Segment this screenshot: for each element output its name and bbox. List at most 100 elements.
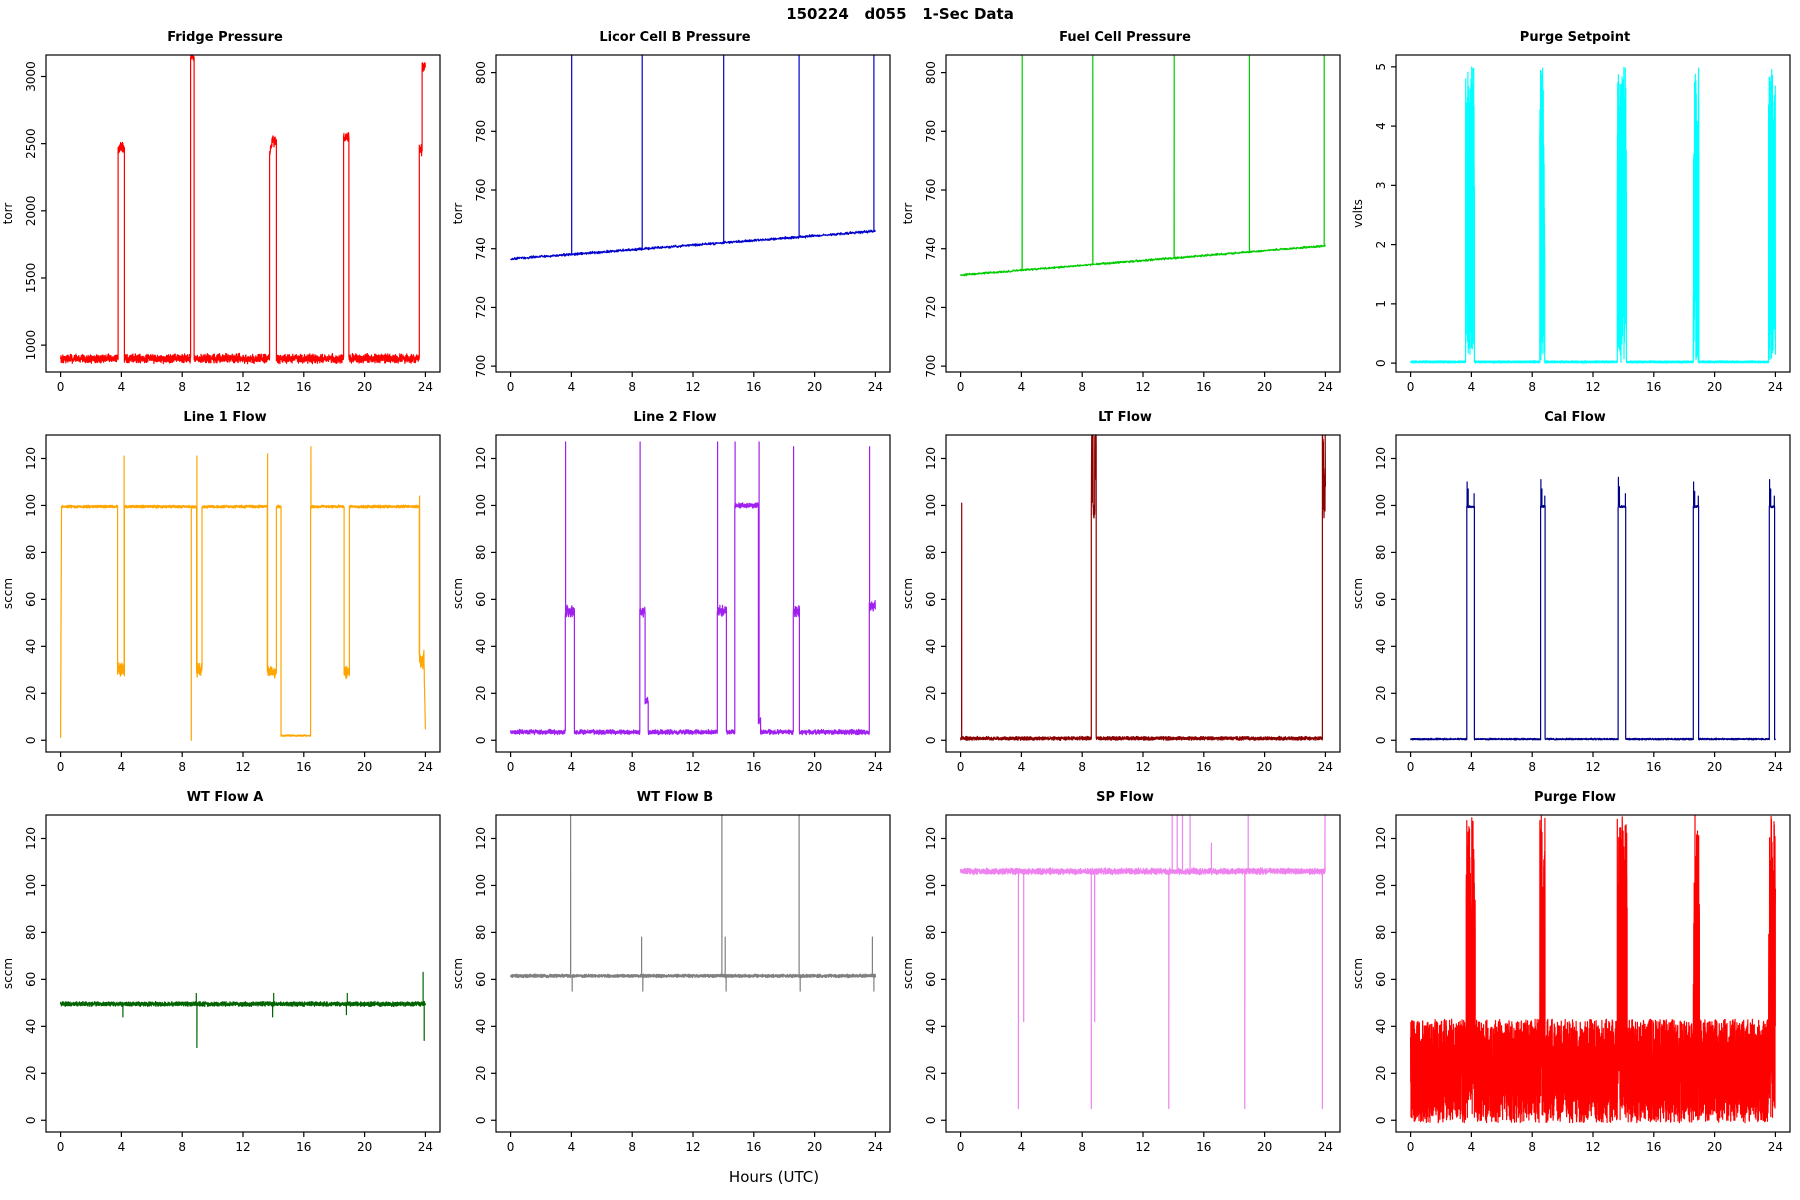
x-tick-label: 12: [685, 380, 700, 394]
series-line: [960, 54, 1326, 277]
y-tick-label: 80: [474, 545, 488, 560]
chart-canvas: 0 4 8 12 16 20 24 0 1 2 3 4 5 volts: [1350, 50, 1800, 408]
x-tick-label: 16: [296, 380, 311, 394]
x-tick-label: 16: [1646, 1140, 1661, 1154]
y-tick-label: 60: [924, 592, 938, 607]
chart-canvas: 0 4 8 12 16 20 24 1000 1500 2000 2500 3000 torr: [0, 50, 450, 408]
panel-title: WT Flow B: [636, 790, 714, 805]
y-tick-label: 80: [1374, 925, 1388, 940]
x-tick-label: 24: [868, 760, 883, 774]
y-tick-label: 1500: [24, 263, 38, 294]
x-tick-label: 0: [957, 380, 965, 394]
x-tick-label: 20: [357, 1140, 372, 1154]
chart-canvas: 0 4 8 12 16 20 24 0 20 40 60 80 100 120 sccm: [900, 810, 1350, 1168]
y-tick-label: 3000: [24, 61, 38, 92]
y-tick-label: 120: [474, 447, 488, 470]
x-tick-label: 12: [685, 1140, 700, 1154]
chart-canvas: 0 4 8 12 16 20 24 0 20 40 60 80 100 120 sccm: [0, 810, 450, 1168]
main-title: 150224 d055 1-Sec Data: [786, 5, 1014, 23]
y-tick-label: 20: [474, 686, 488, 701]
y-tick-label: 120: [474, 827, 488, 850]
y-tick-label: 740: [474, 237, 488, 260]
y-tick-label: 5: [1374, 63, 1388, 71]
x-tick-label: 24: [418, 760, 433, 774]
x-tick-label: 4: [118, 1140, 126, 1154]
x-tick-label: 16: [1646, 380, 1661, 394]
x-tick-label: 12: [235, 1140, 250, 1154]
x-tick-label: 24: [1318, 380, 1333, 394]
x-tick-label: 24: [418, 380, 433, 394]
y-tick-label: 800: [924, 61, 938, 84]
series-line: [1410, 815, 1776, 1124]
x-tick-label: 0: [507, 1140, 515, 1154]
y-tick-label: 0: [924, 736, 938, 744]
y-tick-label: 0: [924, 1116, 938, 1124]
y-tick-label: 40: [474, 639, 488, 654]
chart-svg: 0 4 8 12 16 20 24 0 20 40 60 80 100 120 sccm: [1, 814, 441, 1154]
x-tick-label: 0: [507, 760, 515, 774]
panel-title: WT Flow A: [186, 790, 264, 805]
y-tick-label: 0: [1374, 359, 1388, 367]
y-tick-label: 20: [924, 686, 938, 701]
panel-title: Cal Flow: [1544, 410, 1606, 425]
x-tick-label: 8: [1078, 760, 1086, 774]
y-tick-label: 100: [1374, 494, 1388, 517]
y-axis-title: sccm: [1, 578, 15, 609]
series-line: [960, 434, 1326, 741]
x-tick-label: 4: [1468, 1140, 1476, 1154]
panel-purge-setpoint: Purge Setpoint 0 4 8 12 16 20 24 0 1 2 3 4 5 volts: [1350, 28, 1800, 408]
series-line: [1410, 66, 1776, 364]
y-tick-label: 60: [474, 972, 488, 987]
x-tick-label: 20: [807, 380, 822, 394]
y-tick-label: 0: [24, 1116, 38, 1124]
chart-canvas: 0 4 8 12 16 20 24 0 20 40 60 80 100 120 sccm: [1350, 810, 1800, 1168]
chart-canvas: 0 4 8 12 16 20 24 0 20 40 60 80 100 120 sccm: [1350, 430, 1800, 788]
y-tick-label: 780: [474, 120, 488, 143]
x-tick-label: 20: [1707, 380, 1722, 394]
x-tick-label: 12: [1135, 380, 1150, 394]
x-tick-label: 8: [1078, 380, 1086, 394]
x-tick-label: 4: [1468, 380, 1476, 394]
x-tick-label: 0: [957, 1140, 965, 1154]
x-tick-label: 24: [1768, 380, 1783, 394]
y-tick-label: 60: [24, 592, 38, 607]
chart-svg: 0 4 8 12 16 20 24 700 720 740 760 780 800 torr: [901, 54, 1341, 394]
plot-frame: [945, 814, 1341, 1133]
x-tick-label: 16: [1646, 760, 1661, 774]
y-tick-label: 40: [24, 1019, 38, 1034]
plot-frame: [495, 814, 891, 1133]
x-tick-label: 4: [118, 380, 126, 394]
chart-svg: 0 4 8 12 16 20 24 0 20 40 60 80 100 120 sccm: [1351, 814, 1791, 1154]
y-tick-label: 1: [1374, 300, 1388, 308]
panel-title: Fridge Pressure: [167, 30, 283, 45]
x-tick-label: 12: [1585, 760, 1600, 774]
y-tick-label: 120: [1374, 827, 1388, 850]
x-tick-label: 16: [746, 760, 761, 774]
y-tick-label: 100: [474, 494, 488, 517]
y-tick-label: 80: [924, 545, 938, 560]
y-tick-label: 40: [924, 1019, 938, 1034]
y-tick-label: 20: [24, 686, 38, 701]
y-tick-label: 740: [924, 237, 938, 260]
y-tick-label: 60: [1374, 972, 1388, 987]
y-axis-title: torr: [901, 203, 915, 225]
x-tick-label: 12: [685, 760, 700, 774]
panel-line-2-flow: Line 2 Flow 0 4 8 12 16 20 24 0 20 40 60 80 100 120 sc…: [450, 408, 900, 788]
y-tick-label: 20: [924, 1066, 938, 1081]
y-tick-label: 80: [1374, 545, 1388, 560]
panel-sp-flow: SP Flow 0 4 8 12 16 20 24 0 20 40 60 80 100 120 sccm: [900, 788, 1350, 1168]
chart-canvas: 0 4 8 12 16 20 24 0 20 40 60 80 100 120 sccm: [450, 430, 900, 788]
panel-title: Licor Cell B Pressure: [599, 30, 751, 45]
y-tick-label: 80: [24, 545, 38, 560]
x-tick-label: 8: [178, 1140, 186, 1154]
panel-licor-cell-b-pressure: Licor Cell B Pressure 0 4 8 12 16 20 24 700 720 7…: [450, 28, 900, 408]
x-tick-label: 20: [807, 1140, 822, 1154]
charts-grid: Fridge Pressure 0 4 8 12 16 20 24 1000 1500 2000 2…: [0, 28, 1800, 1168]
chart-canvas: 0 4 8 12 16 20 24 0 20 40 60 80 100 120 sccm: [0, 430, 450, 788]
x-tick-label: 12: [235, 760, 250, 774]
x-tick-label: 12: [1135, 760, 1150, 774]
plot-frame: [495, 434, 891, 753]
y-tick-label: 0: [1374, 736, 1388, 744]
x-tick-label: 20: [357, 380, 372, 394]
